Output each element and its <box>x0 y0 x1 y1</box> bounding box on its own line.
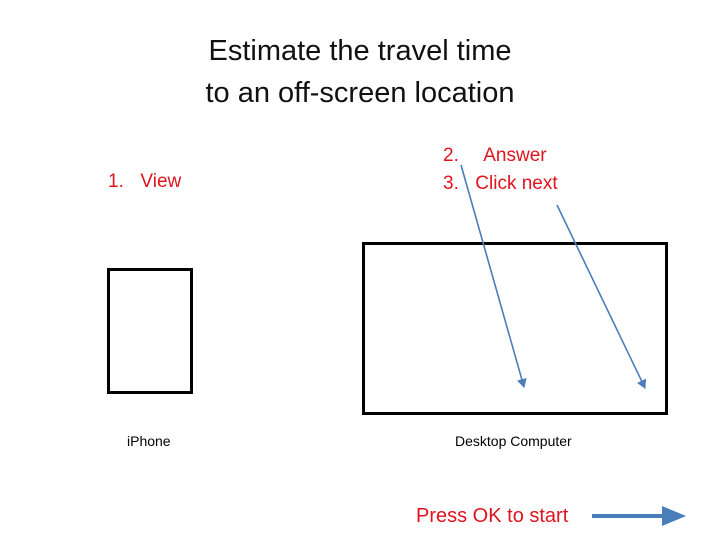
step-answer: 2. Answer <box>443 142 547 170</box>
slide-title: Estimate the travel time to an off-scree… <box>0 30 720 114</box>
iphone-label: iPhone <box>127 433 171 449</box>
title-line-1: Estimate the travel time <box>208 35 512 67</box>
step-next-number: 3. <box>443 173 459 194</box>
step-view: 1. View <box>108 168 181 196</box>
start-right-arrow-icon[interactable] <box>592 506 686 526</box>
step-view-number: 1. <box>108 171 124 192</box>
step-view-label: View <box>140 171 182 192</box>
title-line-2: to an off-screen location <box>205 77 515 109</box>
step-next: 3. Click next <box>443 170 558 198</box>
step-next-label: Click next <box>475 173 558 194</box>
step-answer-number: 2. <box>443 145 459 166</box>
desktop-label: Desktop Computer <box>455 433 572 449</box>
iphone-screen-outline <box>107 268 193 394</box>
desktop-screen-outline <box>362 242 668 415</box>
start-prompt: Press OK to start <box>416 505 569 527</box>
step-answer-label: Answer <box>483 145 547 166</box>
